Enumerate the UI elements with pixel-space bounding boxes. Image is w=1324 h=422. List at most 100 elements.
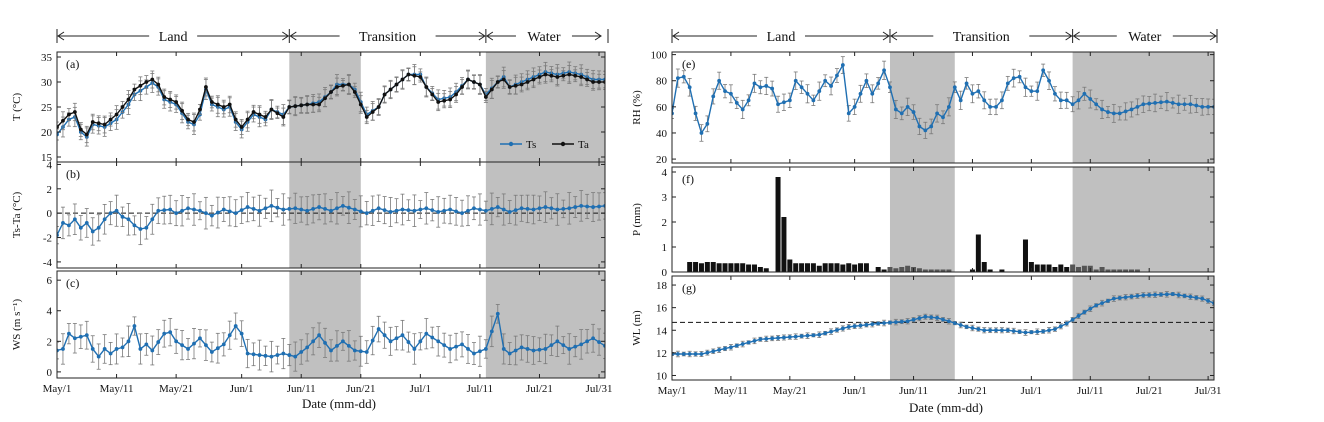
panel-e: 20 40 60 80 100 (e) RH (%)	[631, 50, 1215, 166]
data-point	[1035, 329, 1040, 334]
data-point	[1023, 330, 1028, 335]
data-point	[293, 104, 298, 109]
data-point	[852, 104, 857, 109]
data-point	[364, 115, 369, 119]
data-point	[346, 82, 351, 87]
data-point	[150, 217, 155, 222]
y-tick-label: 1	[662, 242, 668, 254]
data-point	[84, 333, 89, 338]
axes-frame	[671, 166, 1215, 273]
data-point	[1064, 98, 1069, 103]
data-point	[888, 320, 892, 325]
panel-b: -4 -2 0 2 4 (b) Ts-Ta (°C)	[11, 159, 606, 269]
data-point	[215, 210, 220, 215]
data-point	[543, 347, 548, 351]
data-point	[257, 208, 262, 213]
data-point	[776, 102, 780, 107]
data-point	[412, 208, 417, 213]
data-point	[352, 348, 357, 353]
data-point	[352, 90, 357, 94]
data-point	[573, 73, 578, 78]
data-point	[430, 92, 435, 97]
data-point	[209, 213, 214, 218]
precip-bar	[858, 263, 864, 272]
plot-area	[57, 271, 605, 378]
data-point	[263, 353, 268, 358]
data-point	[412, 347, 417, 351]
data-point	[341, 83, 345, 88]
data-point	[1164, 292, 1169, 297]
data-point	[1035, 89, 1040, 94]
precip-bar	[787, 259, 793, 272]
data-point	[893, 107, 898, 112]
axes-frame	[56, 270, 606, 379]
data-point	[138, 83, 143, 88]
plot-area	[672, 276, 1214, 380]
phase-arrow-head	[672, 31, 680, 41]
data-point	[699, 352, 704, 356]
data-point	[543, 205, 548, 209]
precip-bar	[722, 263, 728, 272]
data-point	[958, 98, 963, 103]
data-point	[597, 80, 601, 84]
data-point	[1106, 110, 1110, 114]
phase-label: Transition	[359, 30, 416, 45]
data-point	[335, 344, 339, 348]
data-point	[114, 208, 119, 213]
y-tick-label: 20	[656, 154, 668, 166]
data-point	[221, 105, 226, 109]
phase-arrow-head	[485, 31, 494, 41]
data-point	[734, 101, 739, 105]
data-point	[1041, 68, 1046, 73]
data-point	[1141, 293, 1146, 298]
data-point	[1064, 321, 1069, 326]
data-point	[1070, 102, 1075, 107]
data-point	[952, 85, 957, 90]
data-point	[758, 85, 763, 90]
data-point	[186, 206, 190, 211]
data-point	[543, 72, 548, 77]
precip-bar	[1123, 269, 1129, 272]
y-axis-label: Ts-Ta (°C)	[11, 191, 23, 238]
data-point	[770, 336, 775, 341]
phase-arrow-head	[478, 31, 486, 41]
data-point	[675, 76, 680, 81]
data-point	[882, 321, 886, 325]
data-point	[317, 333, 321, 338]
data-point	[823, 78, 828, 83]
data-point	[406, 208, 411, 213]
data-point	[1194, 295, 1199, 300]
x-tick-label: May/11	[100, 383, 134, 395]
data-point	[1000, 328, 1004, 333]
phase-arrow-head	[890, 31, 898, 41]
data-point	[84, 132, 89, 137]
data-point	[323, 340, 327, 345]
y-tick-label: 16	[656, 303, 668, 315]
data-point	[675, 352, 680, 356]
data-point	[1147, 293, 1152, 297]
data-point	[1147, 101, 1152, 106]
data-point	[579, 75, 584, 79]
data-point	[699, 131, 704, 135]
data-point	[192, 120, 196, 124]
data-point	[1123, 295, 1128, 300]
data-point	[370, 208, 375, 213]
precip-bar	[916, 268, 922, 272]
shaded-phase-region	[889, 276, 955, 380]
data-point	[1005, 81, 1010, 86]
data-point	[305, 208, 310, 213]
data-point	[817, 332, 822, 337]
precip-bar	[1046, 264, 1052, 272]
precip-bar	[934, 269, 940, 272]
x-tick-label: May/21	[773, 385, 807, 397]
data-point	[120, 214, 125, 219]
data-point	[1082, 310, 1087, 315]
phase-arrow-head	[1065, 31, 1073, 41]
data-point	[67, 112, 71, 117]
phase-label: Water	[1128, 30, 1161, 45]
precip-bar	[893, 268, 899, 272]
data-point	[835, 328, 839, 332]
panel-letter: (e)	[682, 57, 695, 71]
precip-bar	[816, 265, 822, 272]
data-point	[591, 205, 595, 209]
